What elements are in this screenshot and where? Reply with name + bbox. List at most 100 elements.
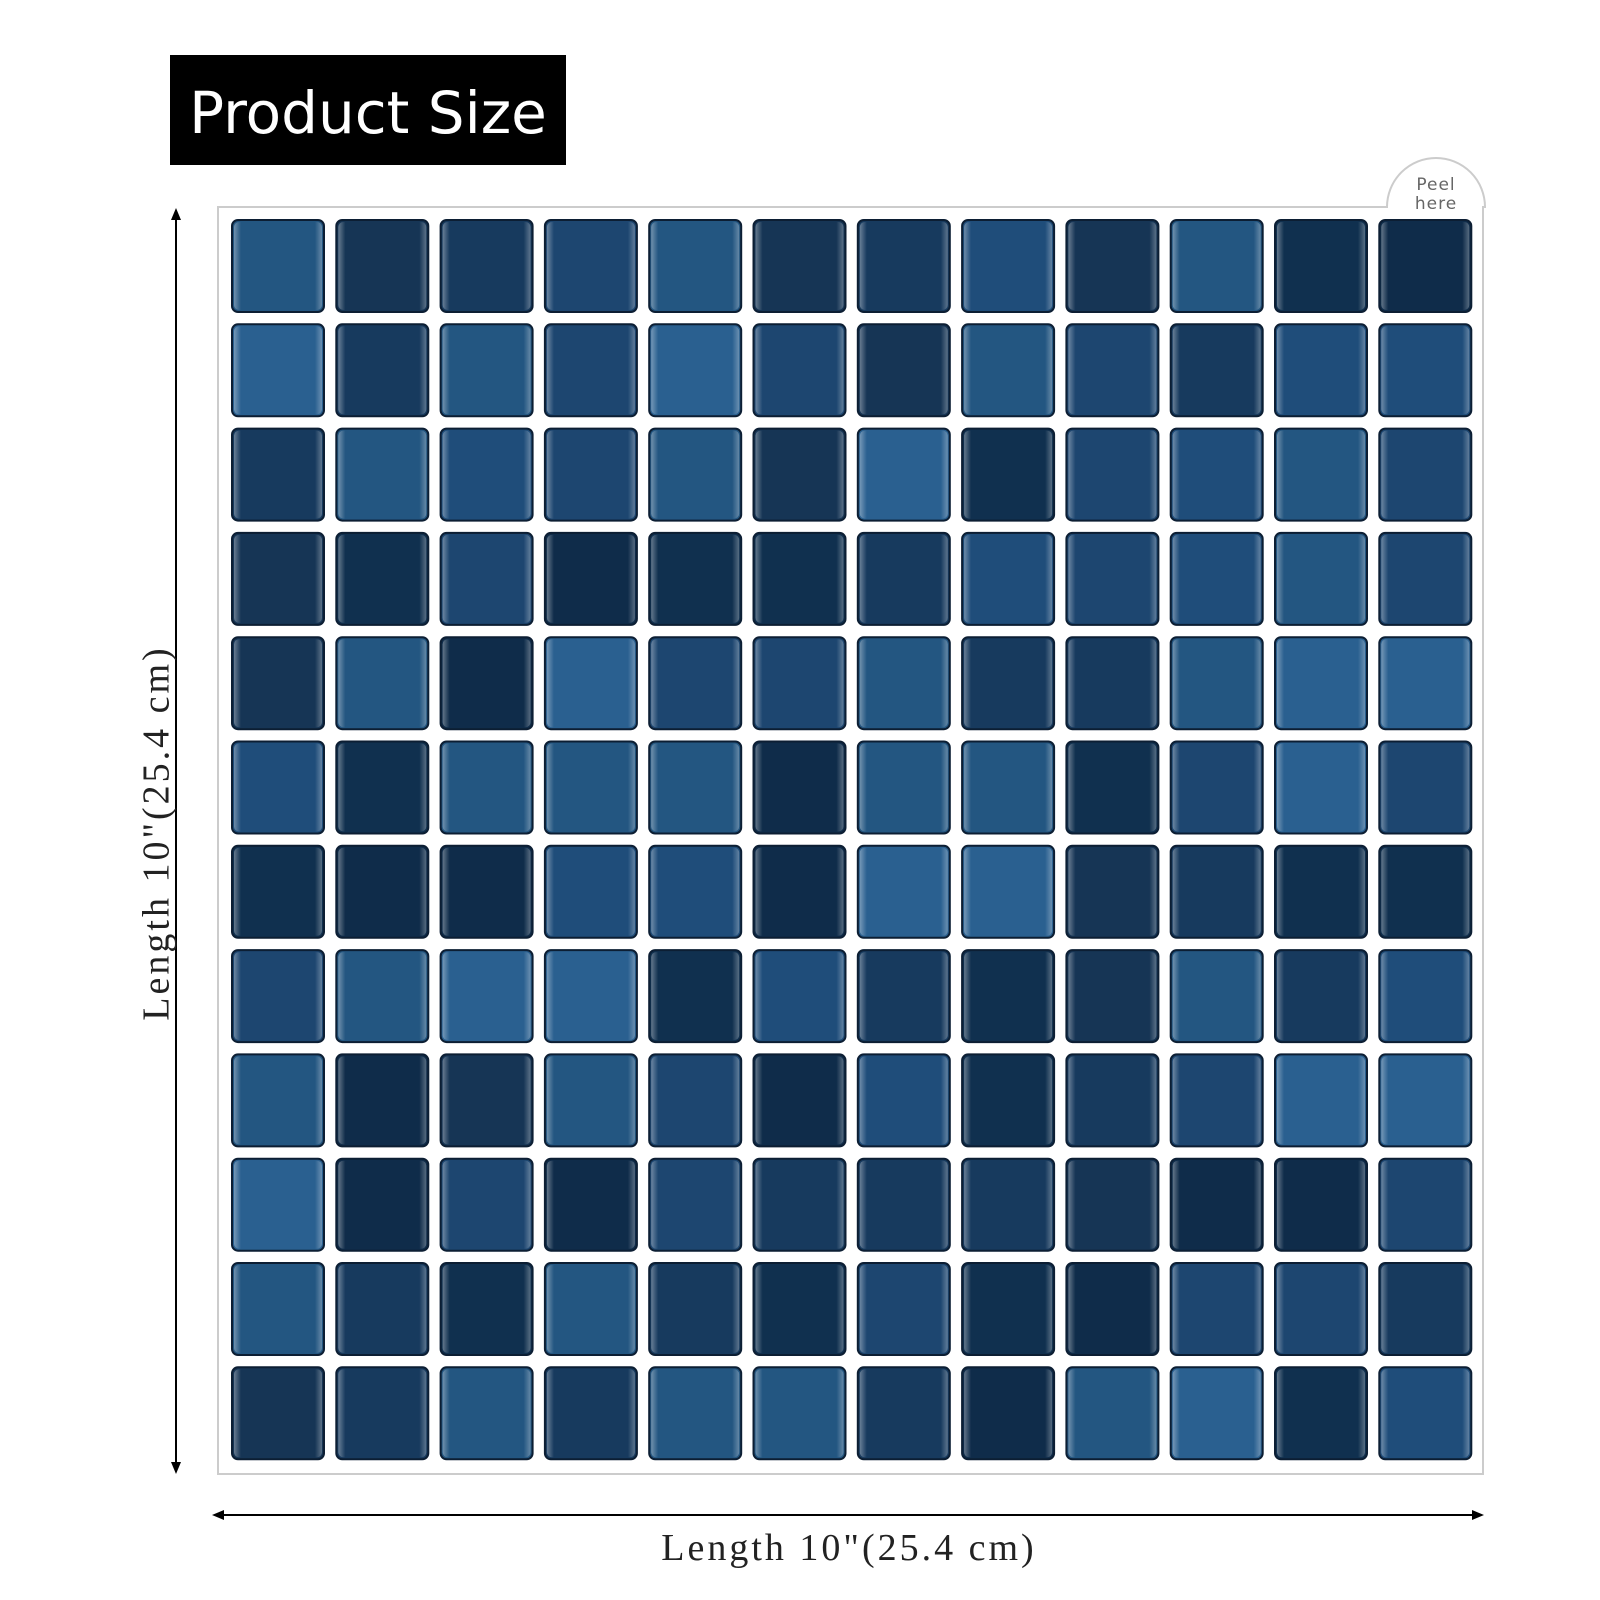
tile-gloss: [1381, 326, 1470, 415]
tile-gloss: [442, 222, 531, 310]
tile-gloss: [1172, 1369, 1261, 1458]
tile-gloss: [338, 847, 427, 936]
tile-gloss: [651, 222, 740, 310]
tile-gloss: [338, 1160, 427, 1249]
tile-gloss: [651, 1056, 740, 1145]
tile-gloss: [1172, 1160, 1261, 1249]
tile-gloss: [1172, 847, 1261, 936]
tile-gloss: [859, 847, 948, 936]
tile-gloss: [234, 847, 322, 936]
tile-gloss: [442, 1160, 531, 1249]
tile-gloss: [755, 430, 844, 519]
tile-gloss: [1068, 639, 1157, 728]
tile-gloss: [964, 222, 1053, 310]
tile-gloss: [651, 639, 740, 728]
tile-gloss: [1277, 430, 1365, 519]
tile-gloss: [1381, 952, 1470, 1041]
tile-gloss: [1068, 1160, 1157, 1249]
tile-gloss: [234, 639, 322, 728]
tile-gloss: [234, 430, 322, 519]
tile-gloss: [442, 430, 531, 519]
tile-gloss: [442, 1265, 531, 1353]
tile-gloss: [442, 326, 531, 415]
width-label: Length 10"(25.4 cm): [661, 1527, 1036, 1569]
tile-gloss: [546, 222, 635, 310]
tile-gloss: [546, 1160, 635, 1249]
tile-gloss: [651, 743, 740, 832]
tile-gloss: [964, 847, 1053, 936]
tile-gloss: [1172, 534, 1261, 623]
tile-gloss: [755, 1056, 844, 1145]
tile-gloss: [546, 639, 635, 728]
tile-gloss: [1277, 1160, 1365, 1249]
tile-gloss: [1068, 952, 1157, 1041]
tile-gloss: [755, 1369, 844, 1458]
tile-gloss: [234, 1369, 322, 1458]
tile-gloss: [234, 534, 322, 623]
tile-gloss: [338, 743, 427, 832]
tile-gloss: [964, 1160, 1053, 1249]
tile-gloss: [755, 743, 844, 832]
tile-gloss: [234, 1160, 322, 1249]
tile-gloss: [1381, 1369, 1470, 1458]
tile-gloss: [651, 1265, 740, 1353]
tile-gloss: [338, 1056, 427, 1145]
tile-gloss: [1277, 1369, 1365, 1458]
tile-gloss: [546, 326, 635, 415]
tile-grid: [231, 219, 1473, 1461]
tile-gloss: [234, 1265, 322, 1353]
tile-gloss: [651, 430, 740, 519]
tile-gloss: [546, 1265, 635, 1353]
tile-gloss: [964, 1265, 1053, 1353]
tile-gloss: [234, 222, 322, 310]
tile-gloss: [1381, 1160, 1470, 1249]
tile-gloss: [1381, 430, 1470, 519]
tile-gloss: [1381, 534, 1470, 623]
tile-gloss: [859, 222, 948, 310]
tile-gloss: [1381, 639, 1470, 728]
tile-gloss: [651, 952, 740, 1041]
tile-gloss: [1068, 743, 1157, 832]
tile-gloss: [755, 847, 844, 936]
tile-gloss: [338, 952, 427, 1041]
tile-gloss: [651, 534, 740, 623]
tile-gloss: [859, 1265, 948, 1353]
tile-gloss: [546, 1056, 635, 1145]
tile-gloss: [1381, 222, 1470, 310]
tile-gloss: [338, 639, 427, 728]
tile-gloss: [442, 743, 531, 832]
tile-gloss: [755, 952, 844, 1041]
tile-gloss: [859, 326, 948, 415]
tile-gloss: [338, 326, 427, 415]
tile-gloss: [1172, 743, 1261, 832]
tile-gloss: [859, 639, 948, 728]
tile-gloss: [755, 222, 844, 310]
tile-gloss: [964, 534, 1053, 623]
tile-gloss: [1381, 1265, 1470, 1353]
tile-gloss: [964, 743, 1053, 832]
tile-gloss: [338, 430, 427, 519]
tile-gloss: [859, 534, 948, 623]
tile-gloss: [546, 1369, 635, 1458]
tile-gloss: [651, 847, 740, 936]
tile-gloss: [1172, 222, 1261, 310]
tile-gloss: [755, 1160, 844, 1249]
tile-gloss: [234, 743, 322, 832]
title-box: [170, 55, 566, 165]
tile-gloss: [964, 952, 1053, 1041]
tile-gloss: [1068, 1369, 1157, 1458]
peel-text: Peel: [1416, 175, 1455, 195]
tile-gloss: [1068, 222, 1157, 310]
title: Product Size: [189, 79, 547, 147]
tile-gloss: [546, 743, 635, 832]
tile-gloss: [964, 639, 1053, 728]
tile-gloss: [964, 430, 1053, 519]
tile-gloss: [442, 639, 531, 728]
tile-gloss: [338, 1369, 427, 1458]
tile-gloss: [442, 1056, 531, 1145]
tile-gloss: [1381, 1056, 1470, 1145]
tile-gloss: [338, 222, 427, 310]
tile-gloss: [1068, 1265, 1157, 1353]
height-label: Length 10"(25.4 cm): [136, 645, 178, 1020]
tile-gloss: [1277, 1265, 1365, 1353]
